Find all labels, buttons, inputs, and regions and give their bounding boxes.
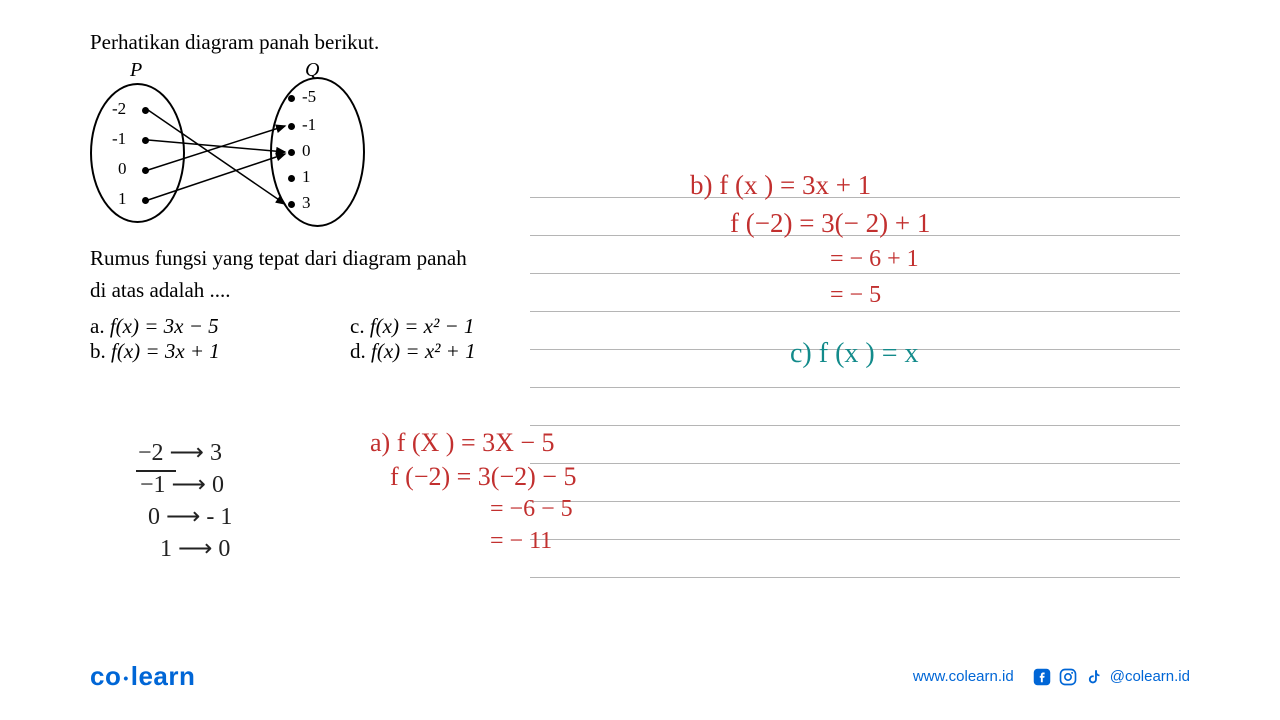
option-text: f(x) = 3x − 5 [110, 314, 219, 338]
option-b: b. f(x) = 3x + 1 [90, 339, 290, 364]
option-label: d. [350, 339, 366, 363]
footer: co•learn www.colearn.id @colearn.id [90, 661, 1190, 692]
logo-text-right: learn [131, 661, 196, 691]
footer-handle: @colearn.id [1110, 668, 1190, 685]
option-text: f(x) = x² − 1 [370, 314, 475, 338]
hw-work-a: = − 11 [490, 528, 552, 555]
hw-work-b: = − 6 + 1 [830, 246, 919, 273]
hw-work-a: = −6 − 5 [490, 496, 573, 523]
hw-work-b: = − 5 [830, 282, 881, 309]
social-icons: @colearn.id [1032, 667, 1190, 687]
hw-work-b: b) f (x ) = 3x + 1 [690, 170, 871, 201]
hw-mapping: −2 ⟶ 3 [138, 438, 222, 467]
instagram-icon [1058, 667, 1078, 687]
hw-work-a: f (−2) = 3(−2) − 5 [390, 462, 576, 492]
hw-work-b: f (−2) = 3(− 2) + 1 [730, 208, 930, 239]
option-a: a. f(x) = 3x − 5 [90, 314, 290, 339]
option-text: f(x) = x² + 1 [371, 339, 476, 363]
option-d: d. f(x) = x² + 1 [350, 339, 550, 364]
hw-mapping: 1 ⟶ 0 [160, 534, 230, 563]
footer-right: www.colearn.id @colearn.id [913, 667, 1190, 687]
arrow-diagram: P Q -2 -1 0 1 -5 -1 0 1 3 [90, 63, 390, 228]
option-text: f(x) = 3x + 1 [111, 339, 220, 363]
hw-mapping: 0 ⟶ - 1 [148, 502, 232, 531]
facebook-icon [1032, 667, 1052, 687]
mapping-arrows [90, 63, 390, 233]
option-label: a. [90, 314, 105, 338]
hw-work-a: a) f (X ) = 3X − 5 [370, 428, 555, 458]
logo-text-left: co [90, 661, 121, 691]
hw-work-c: c) f (x ) = x [790, 338, 919, 370]
brand-logo: co•learn [90, 661, 195, 692]
option-label: c. [350, 314, 365, 338]
footer-url: www.colearn.id [913, 668, 1014, 685]
tiktok-icon [1084, 667, 1104, 687]
option-c: c. f(x) = x² − 1 [350, 314, 550, 339]
question-title: Perhatikan diagram panah berikut. [90, 30, 1190, 55]
option-label: b. [90, 339, 106, 363]
hw-mapping: −1 ⟶ 0 [140, 470, 224, 499]
